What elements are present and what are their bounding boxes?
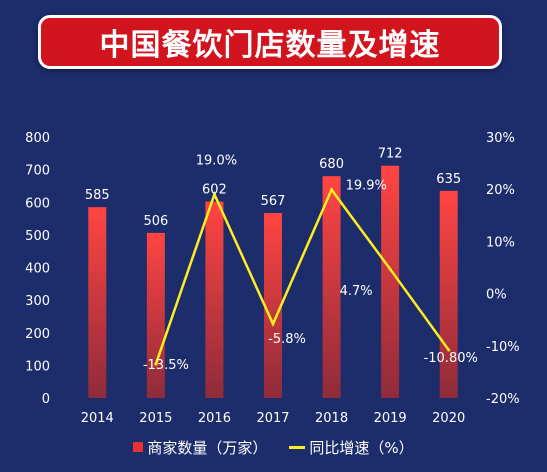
left-axis-tick-label: 600 (25, 196, 50, 211)
line-value-label: 19.9% (346, 179, 387, 194)
legend-line-swatch (289, 445, 306, 449)
left-axis-tick-label: 200 (25, 327, 50, 342)
left-y-axis: 0 100 200 300 400 500 600 700 800 (25, 131, 50, 407)
bar (381, 165, 400, 398)
right-axis-tick-label: 20% (486, 183, 515, 198)
bar (88, 207, 107, 398)
x-axis-tick-label: 2019 (374, 411, 407, 426)
bar (205, 201, 224, 398)
right-axis-tick-label: 30% (486, 131, 515, 146)
bar-value-label: 585 (85, 188, 110, 203)
line-point (447, 348, 451, 352)
legend-item-bar: 商家数量（万家） (133, 437, 267, 458)
left-axis-tick-label: 500 (25, 229, 50, 244)
bar (146, 232, 165, 398)
right-axis-tick-label: -10% (486, 340, 520, 355)
line-value-label: -5.8% (268, 332, 306, 347)
legend-bar-swatch (133, 442, 144, 452)
bar-data-labels: 585 506 602 567 680 712 635 (85, 147, 461, 229)
line-value-label: -10.80% (424, 351, 478, 366)
line-point (271, 322, 275, 326)
x-axis-tick-label: 2017 (256, 411, 289, 426)
line-point (154, 362, 158, 366)
line-point (212, 192, 216, 196)
legend-item-line: 同比增速（%） (289, 437, 414, 458)
right-axis-tick-label: 0% (486, 288, 507, 303)
legend: 商家数量（万家） 同比增速（%） (0, 435, 547, 459)
x-axis-tick-label: 2018 (315, 411, 348, 426)
bar-value-label: 680 (319, 157, 344, 172)
left-axis-tick-label: 700 (25, 164, 50, 179)
bar-value-label: 567 (261, 194, 286, 209)
right-axis-tick-label: 10% (486, 235, 515, 250)
right-axis-tick-label: -20% (486, 392, 520, 407)
x-axis-tick-label: 2014 (81, 411, 114, 426)
left-axis-tick-label: 0 (42, 392, 50, 407)
left-axis-tick-label: 100 (25, 359, 50, 374)
left-axis-tick-label: 800 (25, 131, 50, 146)
line-point (388, 267, 392, 271)
bar (439, 190, 458, 398)
legend-line-label: 同比增速（%） (309, 438, 414, 457)
line-value-label: -13.5% (143, 358, 189, 373)
title-banner: 中国餐饮门店数量及增速 (38, 15, 502, 69)
line-data-labels: -13.5% 19.0% -5.8% 19.9% 4.7% -10.80% (143, 153, 478, 373)
line-value-label: 19.0% (196, 153, 237, 168)
x-axis: 2014 2015 2016 2017 2018 2019 2020 (81, 411, 466, 426)
line-value-label: 4.7% (340, 284, 373, 299)
line-series (154, 187, 451, 366)
bar (264, 213, 282, 398)
bar-value-label: 635 (436, 172, 461, 187)
right-y-axis: -20% -10% 0% 10% 20% 30% (486, 131, 520, 407)
x-axis-tick-label: 2015 (139, 411, 172, 426)
legend-bar-label: 商家数量（万家） (147, 438, 268, 457)
line-point (330, 188, 334, 192)
bar-value-label: 506 (143, 214, 168, 229)
growth-line (154, 187, 450, 365)
bar-value-label: 602 (202, 183, 227, 198)
bar-series (88, 165, 458, 398)
left-axis-tick-label: 300 (25, 294, 50, 309)
left-axis-tick-label: 400 (25, 262, 50, 277)
chart-title: 中国餐饮门店数量及增速 (99, 28, 441, 63)
bar (322, 176, 341, 398)
x-axis-tick-label: 2016 (198, 411, 231, 426)
x-axis-tick-label: 2020 (432, 411, 465, 426)
bar-value-label: 712 (378, 147, 403, 162)
